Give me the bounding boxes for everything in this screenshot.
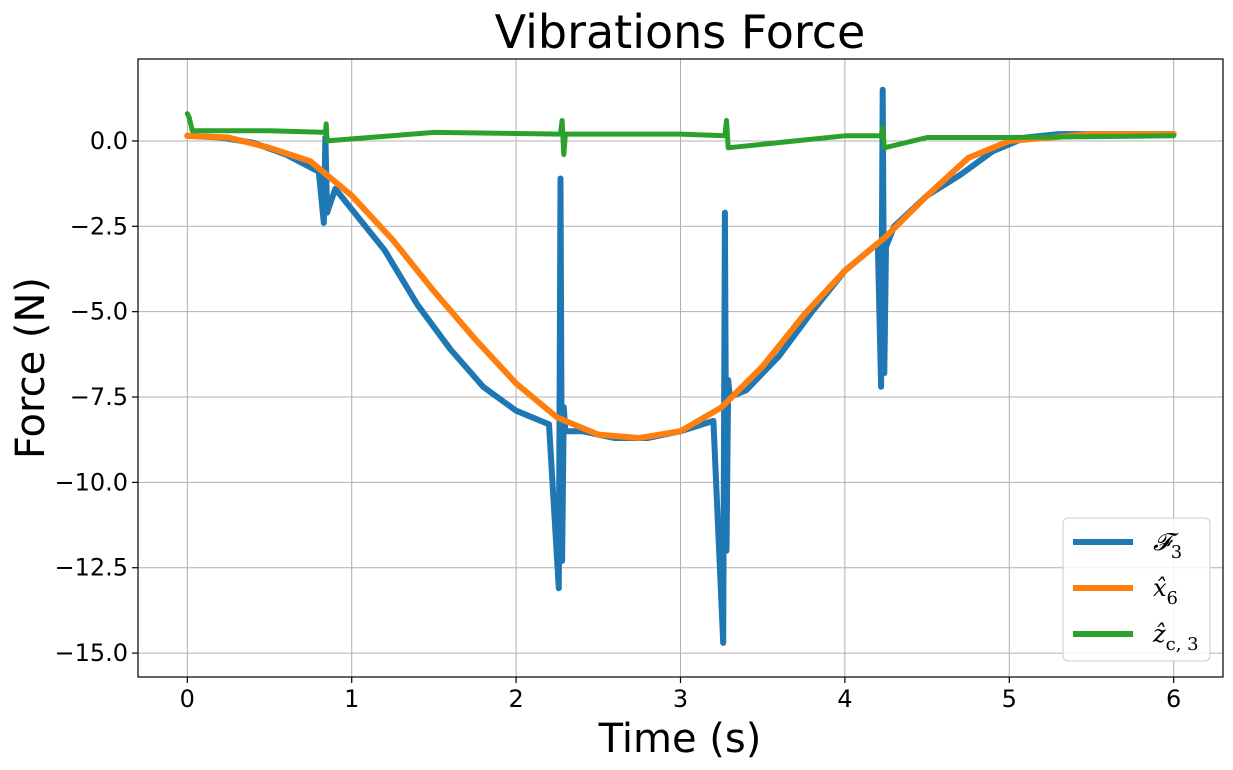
- tick-layer: 0 1 2 3 4 5 6 0.0 −2.5 −5.0 −7.5 −10.0 −12.5 −15.0: [54, 127, 1181, 713]
- y-tick-label: −2.5: [70, 212, 128, 240]
- y-tick-label: −7.5: [70, 383, 128, 411]
- y-axis-title: Force (N): [8, 277, 54, 459]
- x-tick-label: 4: [837, 685, 852, 713]
- y-tick-label: −10.0: [54, 468, 128, 496]
- legend: 𝓕3x̂6ẑc, 3: [1062, 517, 1211, 662]
- y-tick-label: 0.0: [90, 127, 128, 155]
- y-tick-label: −12.5: [54, 554, 128, 582]
- x-tick-label: 2: [508, 685, 523, 713]
- legend-label-main: x̂: [1153, 574, 1167, 602]
- series-line-2: [184, 131, 1177, 441]
- legend-label-main: ẑ: [1152, 620, 1166, 648]
- x-tick-label: 5: [1002, 685, 1017, 713]
- x-tick-label: 6: [1166, 685, 1181, 713]
- y-tick-label: −5.0: [70, 298, 128, 326]
- grid-layer: [138, 59, 1223, 677]
- legend-label-subscript: 3: [1171, 542, 1182, 563]
- y-tick-label: −15.0: [54, 639, 128, 667]
- series-line-3: [184, 111, 1177, 158]
- legend-label: x̂6: [1153, 574, 1178, 609]
- chart-title: Vibrations Force: [495, 5, 866, 59]
- series-layer: [184, 86, 1177, 646]
- legend-frame: [1062, 517, 1211, 662]
- x-tick-label: 0: [180, 685, 195, 713]
- legend-label: ẑc, 3: [1152, 620, 1199, 655]
- x-tick-label: 1: [344, 685, 359, 713]
- legend-label-subscript: 6: [1167, 588, 1178, 609]
- legend-label-subscript: c, 3: [1166, 634, 1199, 655]
- x-tick-label: 3: [673, 685, 688, 713]
- x-axis-title: Time (s): [598, 716, 762, 762]
